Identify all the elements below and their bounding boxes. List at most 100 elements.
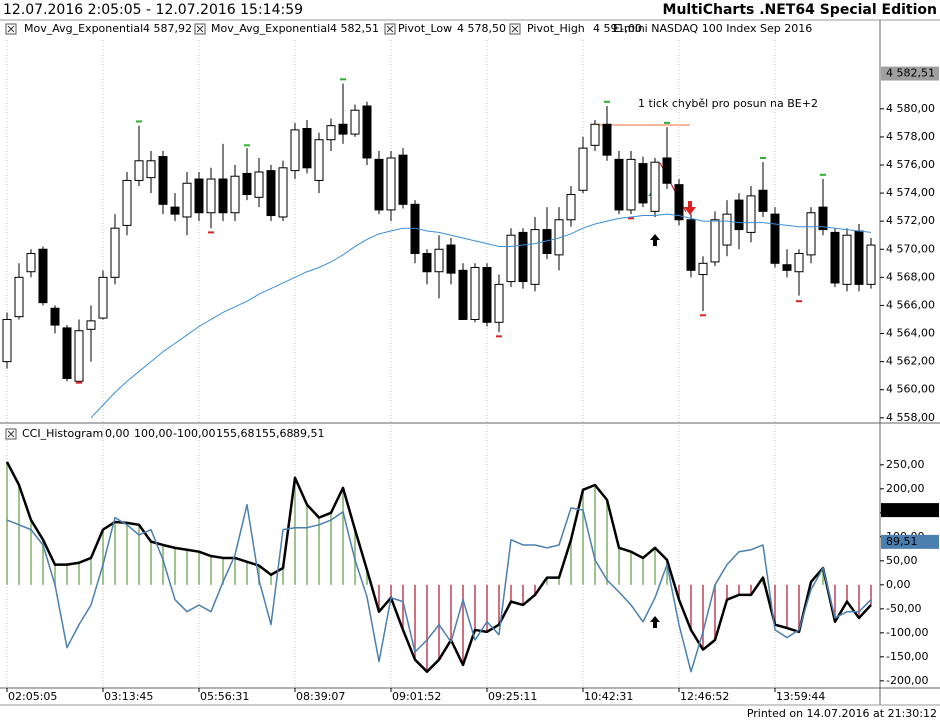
candle-body bbox=[194, 178, 204, 214]
y-tick-label: 4 578,00 bbox=[886, 130, 935, 143]
candle-body bbox=[866, 244, 876, 285]
candle-body bbox=[14, 276, 24, 318]
y-tick-label: -200,00 bbox=[886, 674, 928, 687]
legend-value: 4 587,92 bbox=[143, 22, 192, 35]
candle-body bbox=[74, 330, 84, 382]
candle-body bbox=[626, 158, 636, 211]
legend-value: 4 591,00 bbox=[593, 22, 642, 35]
candle-body bbox=[146, 160, 156, 179]
marker-arrow bbox=[650, 234, 660, 246]
candle-body bbox=[770, 213, 780, 264]
exit-arrow bbox=[684, 201, 696, 215]
legend-value: -100,00 bbox=[173, 427, 215, 440]
checkbox-mark bbox=[386, 25, 394, 33]
candle-body bbox=[758, 189, 768, 212]
x-tick-label: 03:13:45 bbox=[104, 690, 153, 703]
legend-value: 0,00 bbox=[105, 427, 130, 440]
y-tick-label: 250,00 bbox=[886, 458, 925, 471]
candle-body bbox=[530, 229, 540, 285]
candle-body bbox=[494, 283, 504, 323]
indicator-line bbox=[90, 213, 872, 419]
candle-body bbox=[698, 262, 708, 276]
y-tick-label: 4 566,00 bbox=[886, 298, 935, 311]
candle-body bbox=[26, 252, 36, 273]
x-tick-label: 13:59:44 bbox=[776, 690, 825, 703]
legend-name: Pivot_Low bbox=[398, 22, 452, 35]
candle-body bbox=[386, 157, 396, 211]
x-tick-label: 08:39:07 bbox=[296, 690, 345, 703]
x-tick-label: 05:56:31 bbox=[200, 690, 249, 703]
candle-body bbox=[302, 127, 312, 169]
checkbox-mark bbox=[7, 25, 15, 33]
candle-body bbox=[686, 219, 696, 271]
legend-name: Pivot_High bbox=[527, 22, 585, 35]
candle-body bbox=[182, 182, 192, 218]
candle-body bbox=[854, 230, 864, 285]
candle-body bbox=[434, 248, 444, 273]
candle-body bbox=[662, 157, 672, 184]
last-value-label: 155,68 bbox=[886, 503, 925, 516]
y-tick-label: 200,00 bbox=[886, 482, 925, 495]
candle-body bbox=[242, 172, 252, 195]
x-tick-label: 10:42:31 bbox=[584, 690, 633, 703]
marker-arrow bbox=[650, 616, 660, 628]
candle-body bbox=[218, 178, 228, 214]
x-tick-label: 09:01:52 bbox=[392, 690, 441, 703]
legend-value: 155,68 bbox=[255, 427, 294, 440]
candle-body bbox=[98, 276, 108, 319]
candle-body bbox=[50, 307, 60, 326]
candle-body bbox=[122, 179, 132, 226]
candle-body bbox=[710, 219, 720, 263]
candle-body bbox=[2, 318, 12, 363]
candle-body bbox=[206, 178, 216, 214]
last-value-tag bbox=[881, 534, 939, 549]
checkbox-mark bbox=[7, 430, 15, 438]
candle-body bbox=[782, 264, 792, 271]
legend-value: 4 578,50 bbox=[457, 22, 506, 35]
y-tick-label: -50,00 bbox=[886, 602, 921, 615]
y-tick-label: 4 576,00 bbox=[886, 158, 935, 171]
checkbox-mark bbox=[511, 25, 519, 33]
legend-name: Mov_Avg_Exponential bbox=[211, 22, 330, 35]
candle-body bbox=[830, 231, 840, 284]
footer: Printed on 14.07.2016 at 21:30:12 bbox=[747, 707, 937, 720]
y-tick-label: 4 564,00 bbox=[886, 327, 935, 340]
legend-value: 4 582,51 bbox=[330, 22, 379, 35]
candle-body bbox=[62, 327, 72, 379]
candle-body bbox=[842, 234, 852, 285]
candle-body bbox=[734, 199, 744, 231]
last-value-label: 4 582,51 bbox=[886, 67, 935, 80]
y-tick-label: 4 580,00 bbox=[886, 102, 935, 115]
y-tick-label: 4 570,00 bbox=[886, 242, 935, 255]
candle-body bbox=[518, 231, 528, 283]
last-value-label: 89,51 bbox=[886, 535, 918, 548]
candle-body bbox=[506, 234, 516, 283]
candle-body bbox=[314, 139, 324, 181]
candle-body bbox=[362, 105, 372, 159]
candle-body bbox=[554, 219, 564, 256]
candle-body bbox=[338, 123, 348, 135]
candle-body bbox=[794, 252, 804, 273]
candle-body bbox=[374, 158, 384, 211]
indicator-line bbox=[6, 503, 872, 673]
y-tick-label: 4 574,00 bbox=[886, 186, 935, 199]
y-tick-label: 4 560,00 bbox=[886, 383, 935, 396]
legend-value: 155,68 bbox=[216, 427, 255, 440]
candle-body bbox=[650, 161, 660, 212]
candle-body bbox=[806, 212, 816, 256]
candle-body bbox=[482, 267, 492, 323]
candle-body bbox=[170, 206, 180, 215]
x-tick-label: 09:25:11 bbox=[488, 690, 537, 703]
candle-body bbox=[746, 195, 756, 233]
candle-body bbox=[458, 269, 468, 320]
candle-body bbox=[614, 158, 624, 211]
instrument: E-mini NASDAQ 100 Index Sep 2016 bbox=[613, 22, 812, 35]
candle-body bbox=[578, 147, 588, 191]
candle-body bbox=[566, 193, 576, 221]
y-tick-label: -100,00 bbox=[886, 626, 928, 639]
candle-body bbox=[134, 160, 144, 181]
legend-name: Mov_Avg_Exponential bbox=[24, 22, 143, 35]
indicator-line bbox=[5, 461, 872, 673]
